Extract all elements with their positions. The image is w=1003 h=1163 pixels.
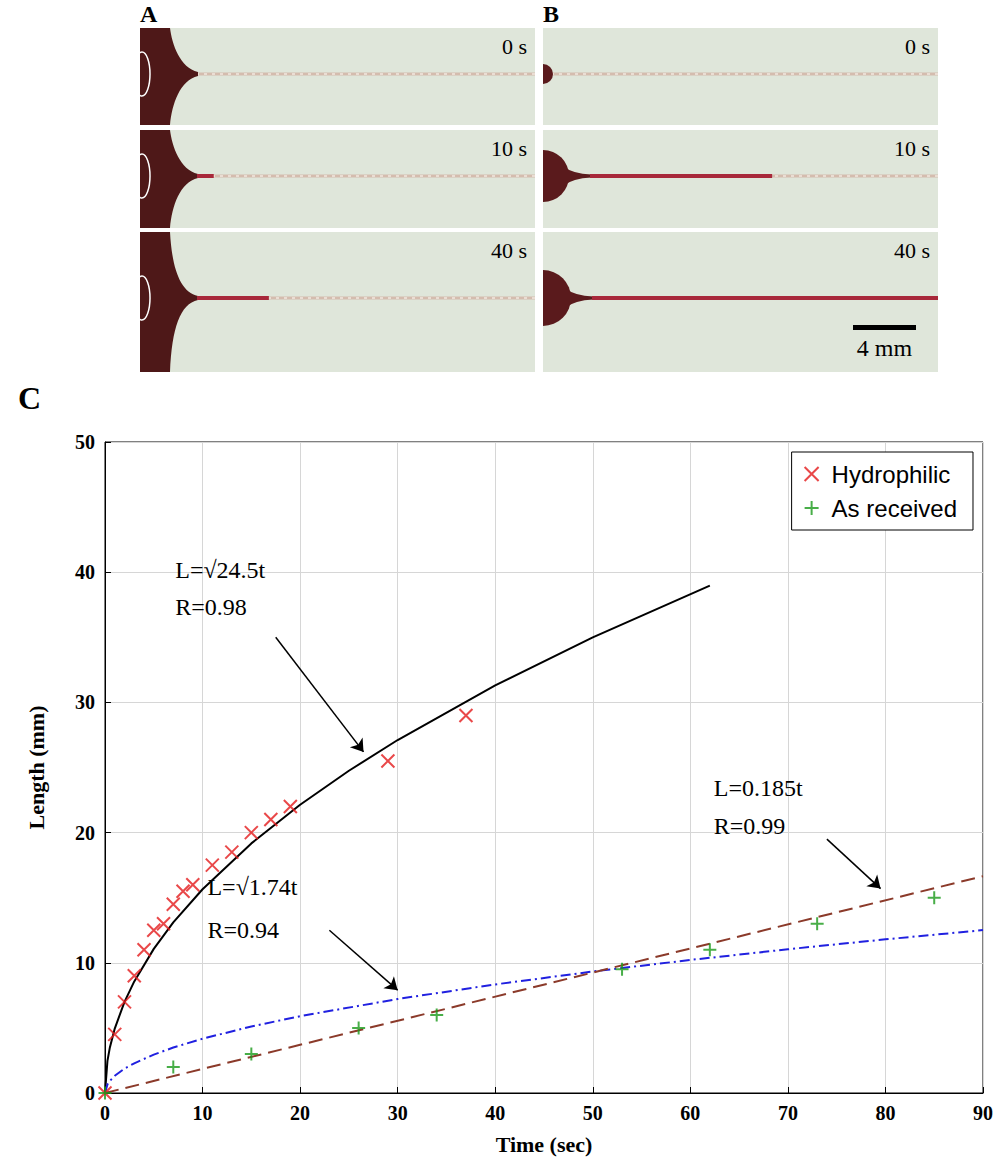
- svg-text:0: 0: [100, 1102, 110, 1124]
- svg-text:10 s: 10 s: [491, 136, 527, 161]
- svg-text:A: A: [140, 1, 158, 27]
- svg-text:60: 60: [680, 1102, 700, 1124]
- svg-text:40 s: 40 s: [894, 238, 930, 263]
- svg-text:10: 10: [75, 952, 95, 974]
- svg-text:R=0.98: R=0.98: [175, 594, 247, 620]
- svg-text:0 s: 0 s: [502, 34, 527, 59]
- svg-text:20: 20: [290, 1102, 310, 1124]
- svg-text:80: 80: [875, 1102, 895, 1124]
- svg-text:90: 90: [973, 1102, 993, 1124]
- svg-text:40: 40: [485, 1102, 505, 1124]
- svg-text:50: 50: [75, 431, 95, 453]
- svg-text:R=0.99: R=0.99: [714, 813, 786, 839]
- svg-text:40 s: 40 s: [491, 238, 527, 263]
- svg-text:50: 50: [583, 1102, 603, 1124]
- svg-text:10: 10: [193, 1102, 213, 1124]
- svg-text:30: 30: [75, 691, 95, 713]
- svg-text:10 s: 10 s: [894, 136, 930, 161]
- svg-text:R=0.94: R=0.94: [207, 917, 279, 943]
- svg-text:20: 20: [75, 822, 95, 844]
- svg-text:L=√24.5t: L=√24.5t: [175, 557, 265, 583]
- svg-text:C: C: [18, 380, 41, 416]
- svg-text:0 s: 0 s: [905, 34, 930, 59]
- svg-text:40: 40: [75, 561, 95, 583]
- svg-text:Time (sec): Time (sec): [496, 1132, 593, 1157]
- svg-text:L=0.185t: L=0.185t: [714, 775, 803, 801]
- svg-text:As received: As received: [832, 495, 957, 522]
- svg-text:B: B: [543, 1, 559, 27]
- svg-text:30: 30: [388, 1102, 408, 1124]
- svg-text:Hydrophilic: Hydrophilic: [832, 461, 951, 488]
- svg-text:70: 70: [778, 1102, 798, 1124]
- svg-text:L=√1.74t: L=√1.74t: [207, 874, 297, 900]
- svg-text:4 mm: 4 mm: [857, 335, 913, 361]
- svg-text:Length (mm): Length (mm): [24, 705, 49, 829]
- svg-text:0: 0: [85, 1082, 95, 1104]
